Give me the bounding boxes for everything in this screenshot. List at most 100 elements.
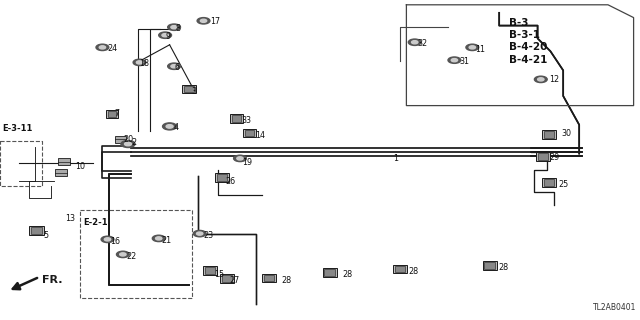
Text: TL2AB0401: TL2AB0401 xyxy=(593,303,637,312)
Text: E-3-11: E-3-11 xyxy=(2,124,32,133)
Bar xyxy=(542,178,556,187)
Bar xyxy=(262,274,276,282)
Bar xyxy=(245,130,254,136)
Circle shape xyxy=(133,59,146,66)
Bar xyxy=(106,109,118,117)
Text: 8: 8 xyxy=(176,24,181,33)
Text: 30: 30 xyxy=(562,129,572,138)
Circle shape xyxy=(120,253,126,256)
Text: 33: 33 xyxy=(242,116,252,125)
Bar xyxy=(393,265,407,273)
Text: 2: 2 xyxy=(131,138,136,147)
Bar xyxy=(31,227,42,234)
Circle shape xyxy=(408,39,421,45)
Circle shape xyxy=(136,61,143,64)
Bar xyxy=(55,169,67,176)
Bar xyxy=(217,174,227,181)
Bar xyxy=(115,136,126,143)
Bar xyxy=(108,110,116,117)
Circle shape xyxy=(197,18,210,24)
Bar xyxy=(544,179,554,186)
Bar xyxy=(184,86,194,92)
Text: 18: 18 xyxy=(140,59,150,68)
Circle shape xyxy=(193,230,206,237)
Circle shape xyxy=(162,34,168,37)
Bar xyxy=(215,173,229,182)
Circle shape xyxy=(156,237,162,240)
Circle shape xyxy=(451,59,458,62)
Circle shape xyxy=(237,157,243,160)
Bar xyxy=(232,115,241,122)
Text: 3: 3 xyxy=(191,87,196,96)
Circle shape xyxy=(534,76,547,83)
Text: 6: 6 xyxy=(174,63,179,72)
Text: 26: 26 xyxy=(225,177,236,186)
Text: 11: 11 xyxy=(475,45,485,54)
Text: 28: 28 xyxy=(498,263,508,272)
Circle shape xyxy=(412,41,418,44)
Text: B-3
B-3-1
B-4-20
B-4-21: B-3 B-3-1 B-4-20 B-4-21 xyxy=(509,18,547,65)
Text: FR.: FR. xyxy=(42,275,62,285)
Circle shape xyxy=(171,26,177,29)
Bar xyxy=(324,269,335,276)
Circle shape xyxy=(171,65,177,68)
Bar xyxy=(182,85,196,93)
Bar xyxy=(542,130,556,139)
Bar xyxy=(483,261,497,270)
Text: 1: 1 xyxy=(394,154,399,163)
Circle shape xyxy=(152,235,165,242)
Text: 27: 27 xyxy=(229,276,239,285)
Circle shape xyxy=(469,46,476,49)
Text: 13: 13 xyxy=(65,214,76,223)
Text: 23: 23 xyxy=(204,231,214,240)
Bar xyxy=(484,262,495,269)
Bar xyxy=(323,268,337,277)
Bar xyxy=(536,152,550,161)
Text: 4: 4 xyxy=(174,124,179,132)
Circle shape xyxy=(168,24,180,30)
Circle shape xyxy=(96,44,109,51)
Circle shape xyxy=(166,124,173,128)
Text: 10: 10 xyxy=(76,162,86,171)
Circle shape xyxy=(104,238,111,241)
Text: 24: 24 xyxy=(108,44,118,53)
Text: 28: 28 xyxy=(342,270,353,279)
Bar xyxy=(395,266,405,272)
Bar xyxy=(222,275,232,282)
Text: 29: 29 xyxy=(549,153,559,162)
Circle shape xyxy=(448,57,461,63)
Circle shape xyxy=(466,44,479,51)
Text: 21: 21 xyxy=(161,236,172,245)
Text: 28: 28 xyxy=(282,276,292,285)
Text: 32: 32 xyxy=(417,39,428,48)
Circle shape xyxy=(159,32,172,38)
Bar xyxy=(538,153,548,160)
Text: 14: 14 xyxy=(255,131,265,140)
Bar xyxy=(243,129,256,137)
Bar xyxy=(230,114,243,123)
Text: E-2-1: E-2-1 xyxy=(83,218,108,227)
Circle shape xyxy=(101,236,114,243)
Text: 7: 7 xyxy=(114,109,119,118)
Text: 12: 12 xyxy=(549,76,559,84)
Text: 28: 28 xyxy=(408,267,419,276)
Circle shape xyxy=(538,78,544,81)
Bar xyxy=(544,131,554,138)
Text: 5: 5 xyxy=(43,231,48,240)
Bar xyxy=(29,226,44,235)
Circle shape xyxy=(116,251,129,258)
Bar xyxy=(203,266,217,275)
Text: 22: 22 xyxy=(126,252,136,261)
Bar xyxy=(220,274,234,283)
Circle shape xyxy=(121,140,135,148)
Bar xyxy=(264,275,274,281)
Text: 20: 20 xyxy=(123,135,133,144)
Circle shape xyxy=(124,142,132,146)
Text: 15: 15 xyxy=(214,270,224,279)
Text: 17: 17 xyxy=(210,17,220,26)
Text: 9: 9 xyxy=(165,32,170,41)
Circle shape xyxy=(196,232,203,235)
Text: 19: 19 xyxy=(242,158,252,167)
Circle shape xyxy=(168,63,180,69)
Circle shape xyxy=(200,19,207,22)
